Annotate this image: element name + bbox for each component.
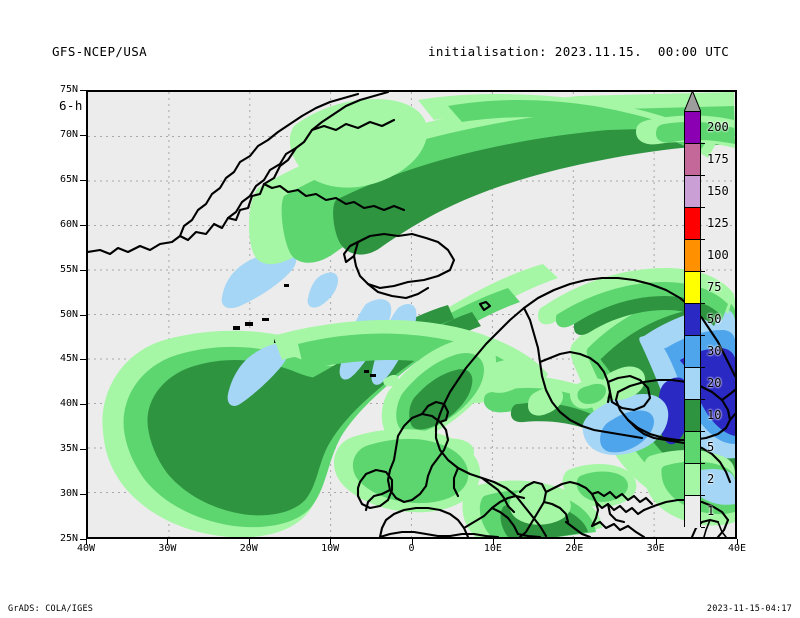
- initialisation-time: initialisation: 2023.11.15. 00:00 UTC: [428, 44, 730, 59]
- precipitation-contours: [102, 92, 735, 537]
- map-canvas: [88, 92, 735, 537]
- y-tick: [80, 494, 86, 496]
- colorbar-label-100: 100: [707, 248, 729, 262]
- x-axis-label-10W: 10W: [321, 543, 340, 554]
- y-tick: [80, 179, 86, 181]
- y-axis-label-30N: 30N: [59, 488, 78, 500]
- colorbar-band-50-75: [685, 304, 700, 336]
- x-axis-label-20E: 20E: [565, 543, 584, 554]
- x-tick: [167, 539, 169, 545]
- colorbar-band-125-150: [685, 208, 700, 240]
- y-axis-label-60N: 60N: [59, 218, 78, 230]
- colorbar-band-20-30: [685, 368, 700, 400]
- y-tick: [80, 269, 86, 271]
- colorbar-tick: [701, 399, 705, 400]
- colorbar-tick: [701, 303, 705, 304]
- colorbar-band-100-125: [685, 240, 700, 272]
- x-tick: [86, 539, 87, 545]
- y-tick: [80, 404, 86, 406]
- colorbar-band-75-100: [685, 272, 700, 304]
- y-axis-label-35N: 35N: [59, 443, 78, 455]
- colorbar-tick: [701, 527, 705, 528]
- colorbar-label-20: 20: [707, 376, 722, 390]
- x-axis-label-20W: 20W: [239, 543, 258, 554]
- footer-credit: GrADS: COLA/IGES: [8, 604, 94, 614]
- colorbar-label-200: 200: [707, 120, 729, 134]
- colorbar-label-2: 2: [707, 472, 715, 486]
- x-tick: [411, 539, 413, 545]
- y-axis-label-45N: 45N: [59, 353, 78, 365]
- colorbar-band-30-50: [685, 336, 700, 368]
- y-tick: [80, 90, 86, 91]
- coastlines: [88, 92, 735, 537]
- x-tick: [330, 539, 332, 545]
- x-tick: [655, 539, 657, 545]
- colorbar-label-10: 10: [707, 408, 722, 422]
- x-axis-label-30E: 30E: [646, 543, 665, 554]
- colorbar-tick: [701, 335, 705, 336]
- colorbar-tick: [701, 495, 705, 496]
- y-axis-label-75N: 75N: [59, 84, 78, 95]
- y-axis-label-65N: 65N: [59, 173, 78, 185]
- x-tick: [574, 539, 576, 545]
- colorbar-band-1-2: [685, 496, 700, 528]
- colorbar-tick: [701, 271, 705, 272]
- colorbar-label-1: 1: [707, 504, 715, 518]
- colorbar-tick: [701, 239, 705, 240]
- x-axis-label-30W: 30W: [158, 543, 177, 554]
- colorbar-tick: [701, 431, 705, 432]
- colorbar: [684, 111, 701, 528]
- x-tick: [737, 539, 738, 545]
- colorbar-label-125: 125: [707, 216, 729, 230]
- y-axis-label-70N: 70N: [59, 128, 78, 140]
- y-axis-label-25N: 25N: [59, 533, 78, 544]
- y-tick: [80, 449, 86, 451]
- y-axis-label-50N: 50N: [59, 308, 78, 320]
- x-axis-label-40W: 40W: [76, 543, 96, 554]
- x-axis-label-0: 0: [408, 543, 415, 554]
- y-tick: [80, 134, 86, 136]
- colorbar-label-175: 175: [707, 152, 729, 166]
- y-axis-label-55N: 55N: [59, 263, 78, 275]
- y-tick: [80, 359, 86, 361]
- y-tick: [80, 314, 86, 316]
- footer-timestamp: 2023-11-15-04:17: [706, 604, 792, 614]
- colorbar-band-150-175: [685, 176, 700, 208]
- colorbar-tick: [701, 143, 705, 144]
- colorbar-label-30: 30: [707, 344, 722, 358]
- colorbar-label-50: 50: [707, 312, 722, 326]
- colorbar-label-5: 5: [707, 440, 715, 454]
- colorbar-band-10-20: [685, 400, 700, 432]
- precipitation-map-svg: [88, 92, 735, 537]
- x-tick: [492, 539, 494, 545]
- x-tick: [248, 539, 250, 545]
- x-axis-label-10E: 10E: [483, 543, 502, 554]
- colorbar-band-175-200: [685, 144, 700, 176]
- colorbar-band-5-10: [685, 432, 700, 464]
- colorbar-tick: [701, 207, 705, 208]
- colorbar-tick: [701, 463, 705, 464]
- map-plot-area: [86, 90, 737, 539]
- y-axis-label-40N: 40N: [59, 398, 78, 410]
- colorbar-label-75: 75: [707, 280, 722, 294]
- colorbar-top-arrow: [684, 91, 701, 112]
- colorbar-tick: [701, 175, 705, 176]
- colorbar-band-2-5: [685, 464, 700, 496]
- y-tick: [80, 539, 86, 540]
- colorbar-band-200plus: [685, 112, 700, 144]
- colorbar-label-150: 150: [707, 184, 729, 198]
- y-tick: [80, 224, 86, 226]
- model-name: GFS-NCEP/USA: [52, 44, 148, 59]
- x-axis-label-40E: 40E: [727, 543, 747, 554]
- colorbar-tick: [701, 367, 705, 368]
